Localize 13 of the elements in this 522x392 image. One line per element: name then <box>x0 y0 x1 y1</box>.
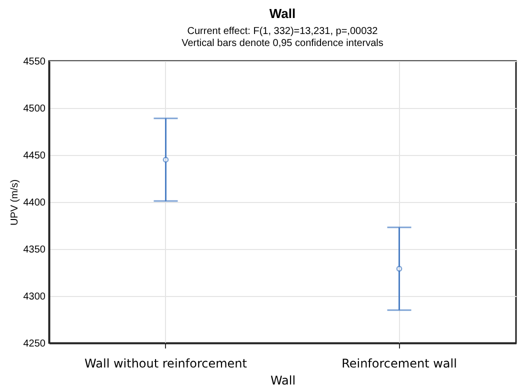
y-tick-label: 4550 <box>23 56 46 68</box>
y-tick-label: 4350 <box>23 244 46 256</box>
y-axis-title: UPV (m/s) <box>9 179 20 226</box>
x-tick-label: Reinforcement wall <box>342 356 457 370</box>
x-axis-title: Wall <box>270 374 296 388</box>
chart-subtitle: Current effect: F(1, 332)=13,231, p=,00032 Vertical bars denote 0,95 confidence intervals <box>182 26 384 49</box>
y-tick-label: 4500 <box>23 104 46 114</box>
y-tick-label: 4450 <box>23 150 46 162</box>
y-tick-label: 4400 <box>23 198 46 208</box>
y-tick-label: 4250 <box>23 338 46 350</box>
chart-title: Wall <box>269 6 296 21</box>
y-tick-label: 4300 <box>23 292 46 302</box>
x-tick-label: Wall without reinforcement <box>84 356 248 370</box>
